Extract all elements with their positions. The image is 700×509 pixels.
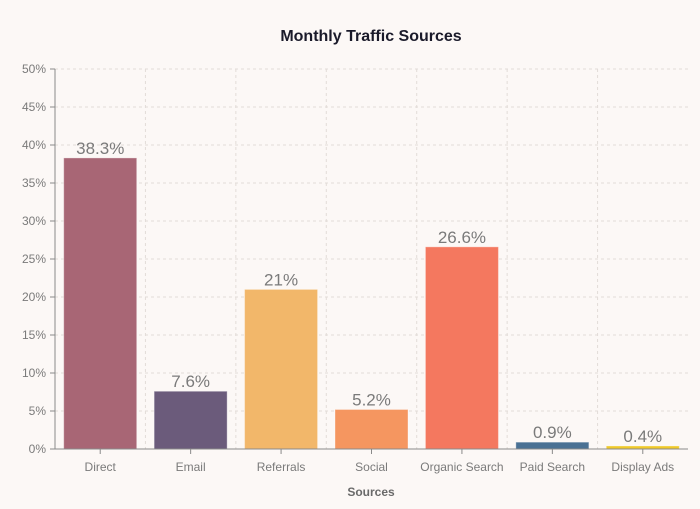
y-tick-label: 35% [22, 176, 46, 190]
y-tick-label: 20% [22, 290, 46, 304]
x-tick-label: Paid Search [520, 460, 585, 474]
y-tick-label: 15% [22, 328, 46, 342]
x-tick-label: Social [355, 460, 388, 474]
x-tick-label: Organic Search [420, 460, 503, 474]
y-tick-label: 0% [29, 442, 47, 456]
data-label: 0.9% [533, 423, 572, 442]
y-tick-label: 5% [29, 404, 47, 418]
bar-social [334, 408, 409, 450]
x-tick-label: Direct [85, 460, 117, 474]
data-label: 21% [264, 270, 298, 289]
chart-title: Monthly Traffic Sources [280, 28, 461, 45]
y-tick-label: 40% [22, 138, 46, 152]
data-label: 7.6% [171, 372, 210, 391]
bar-organic-search [424, 246, 499, 450]
y-tick-label: 10% [22, 366, 46, 380]
data-label: 26.6% [438, 228, 486, 247]
bar-paid-search [515, 441, 590, 450]
bar-direct [63, 157, 138, 450]
data-label: 38.3% [76, 139, 124, 158]
y-tick-label: 50% [22, 62, 46, 76]
y-tick-label: 30% [22, 214, 46, 228]
bar-email [153, 390, 228, 450]
y-tick-label: 25% [22, 252, 46, 266]
y-tick-label: 45% [22, 100, 46, 114]
data-label: 0.4% [623, 427, 662, 446]
x-axis-label: Sources [347, 485, 395, 499]
x-tick-label: Display Ads [611, 460, 674, 474]
data-label: 5.2% [352, 390, 391, 409]
x-tick-label: Email [176, 460, 206, 474]
x-tick-label: Referrals [257, 460, 306, 474]
bar-referrals [244, 288, 319, 450]
